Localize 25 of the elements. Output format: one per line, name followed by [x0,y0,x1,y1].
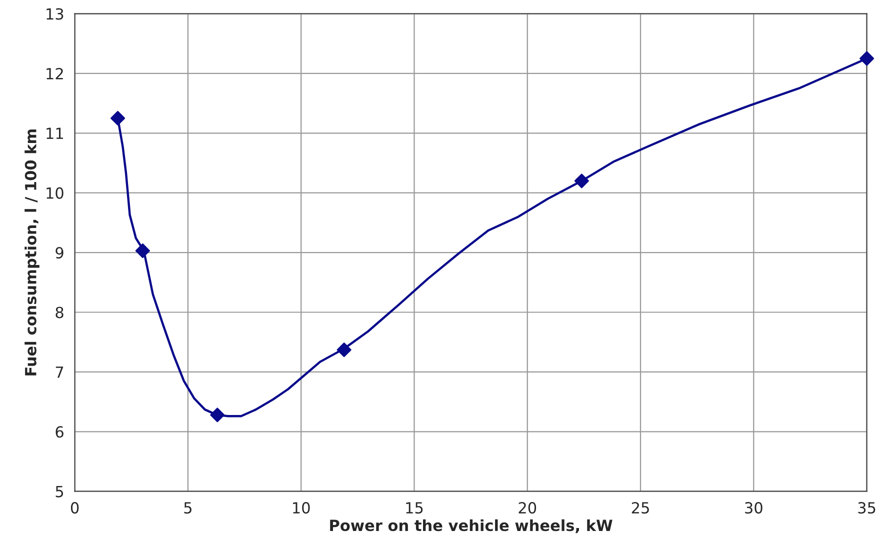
x-tick-label: 10 [293,502,310,514]
point [210,408,225,422]
x-tick-label: 30 [745,502,762,514]
point [135,243,150,258]
y-tick-label: 6 [56,426,64,438]
y-tick-label: 5 [56,486,64,498]
y-tick-label: 13 [46,8,64,20]
x-tick-label: 0 [70,502,79,514]
x-tick-label: 20 [518,502,536,514]
x-tick-label: 35 [858,502,876,514]
y-tick-label: 12 [46,68,63,80]
point [110,110,126,126]
y-tick-label: 9 [56,247,64,259]
y-tick-label: 10 [46,187,64,199]
point [574,174,589,188]
y-tick-label: 7 [56,366,64,378]
x-axis-title: Power on the vehicle wheels, kW [330,519,612,534]
point [860,51,874,66]
point [336,342,352,358]
y-tick-label: 8 [56,306,64,318]
y-axis-title: Fuel consumption, l / 100 km [24,129,40,376]
x-tick-label: 25 [632,502,649,514]
y-tick-label: 11 [46,128,63,139]
x-tick-label: 5 [184,502,192,514]
x-tick-label: 15 [406,502,423,514]
